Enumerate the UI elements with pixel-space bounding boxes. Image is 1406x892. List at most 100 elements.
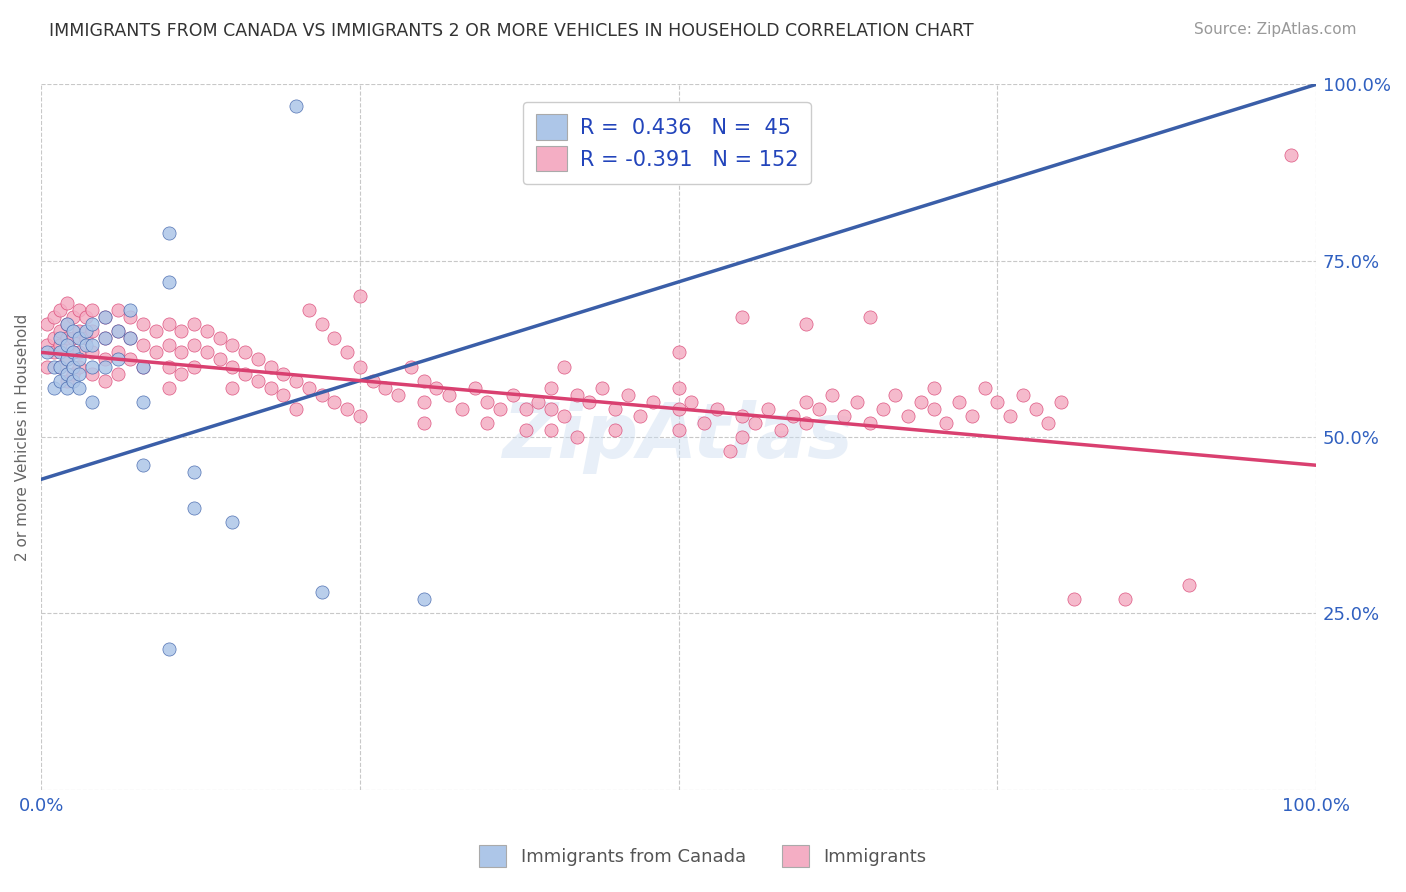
Point — [973, 381, 995, 395]
Point — [132, 338, 155, 352]
Point — [1114, 592, 1136, 607]
Point — [1177, 578, 1199, 592]
Point — [565, 430, 588, 444]
Point — [578, 394, 600, 409]
Point — [67, 345, 90, 359]
Point — [170, 345, 193, 359]
Point — [82, 338, 104, 352]
Point — [897, 409, 920, 423]
Point — [731, 310, 754, 325]
Point — [107, 367, 129, 381]
Point — [515, 401, 537, 416]
Point — [641, 394, 664, 409]
Point — [668, 381, 690, 395]
Point — [55, 374, 77, 388]
Point — [628, 409, 651, 423]
Point — [489, 401, 512, 416]
Point — [668, 401, 690, 416]
Point — [82, 317, 104, 331]
Point — [948, 394, 970, 409]
Point — [62, 324, 84, 338]
Point — [55, 381, 77, 395]
Point — [67, 303, 90, 318]
Point — [94, 359, 117, 374]
Point — [668, 423, 690, 437]
Point — [794, 317, 817, 331]
Point — [67, 367, 90, 381]
Point — [67, 381, 90, 395]
Point — [82, 394, 104, 409]
Point — [884, 388, 907, 402]
Point — [75, 331, 97, 345]
Text: IMMIGRANTS FROM CANADA VS IMMIGRANTS 2 OR MORE VEHICLES IN HOUSEHOLD CORRELATION: IMMIGRANTS FROM CANADA VS IMMIGRANTS 2 O… — [49, 22, 974, 40]
Point — [1050, 394, 1073, 409]
Point — [132, 359, 155, 374]
Point — [820, 388, 842, 402]
Point — [55, 317, 77, 331]
Point — [935, 416, 957, 430]
Point — [157, 275, 180, 289]
Point — [464, 381, 486, 395]
Point — [527, 394, 550, 409]
Point — [807, 401, 830, 416]
Point — [233, 367, 256, 381]
Point — [221, 338, 243, 352]
Point — [273, 367, 295, 381]
Point — [157, 226, 180, 240]
Point — [37, 359, 59, 374]
Point — [67, 331, 90, 345]
Point — [157, 641, 180, 656]
Point — [94, 352, 117, 367]
Point — [132, 458, 155, 473]
Point — [221, 381, 243, 395]
Point — [910, 394, 932, 409]
Point — [94, 374, 117, 388]
Point — [412, 416, 434, 430]
Point — [273, 388, 295, 402]
Point — [794, 416, 817, 430]
Point — [311, 317, 333, 331]
Point — [477, 394, 499, 409]
Point — [62, 359, 84, 374]
Point — [132, 317, 155, 331]
Point — [49, 359, 72, 374]
Point — [349, 289, 371, 303]
Point — [37, 317, 59, 331]
Point — [298, 381, 321, 395]
Point — [540, 381, 562, 395]
Point — [1063, 592, 1085, 607]
Point — [42, 331, 65, 345]
Point — [540, 423, 562, 437]
Point — [565, 388, 588, 402]
Point — [120, 331, 142, 345]
Point — [412, 592, 434, 607]
Point — [157, 381, 180, 395]
Point — [183, 338, 205, 352]
Point — [75, 324, 97, 338]
Point — [94, 331, 117, 345]
Point — [259, 381, 281, 395]
Point — [756, 401, 779, 416]
Point — [1038, 416, 1060, 430]
Y-axis label: 2 or more Vehicles in Household: 2 or more Vehicles in Household — [15, 313, 30, 561]
Point — [450, 401, 472, 416]
Point — [412, 374, 434, 388]
Point — [49, 303, 72, 318]
Point — [731, 430, 754, 444]
Point — [55, 367, 77, 381]
Point — [859, 416, 882, 430]
Point — [82, 359, 104, 374]
Point — [132, 394, 155, 409]
Point — [42, 345, 65, 359]
Point — [132, 359, 155, 374]
Point — [233, 345, 256, 359]
Point — [55, 338, 77, 352]
Point — [75, 338, 97, 352]
Point — [515, 423, 537, 437]
Point — [311, 585, 333, 599]
Point — [221, 515, 243, 529]
Point — [553, 409, 575, 423]
Point — [998, 409, 1021, 423]
Point — [82, 367, 104, 381]
Point — [285, 401, 308, 416]
